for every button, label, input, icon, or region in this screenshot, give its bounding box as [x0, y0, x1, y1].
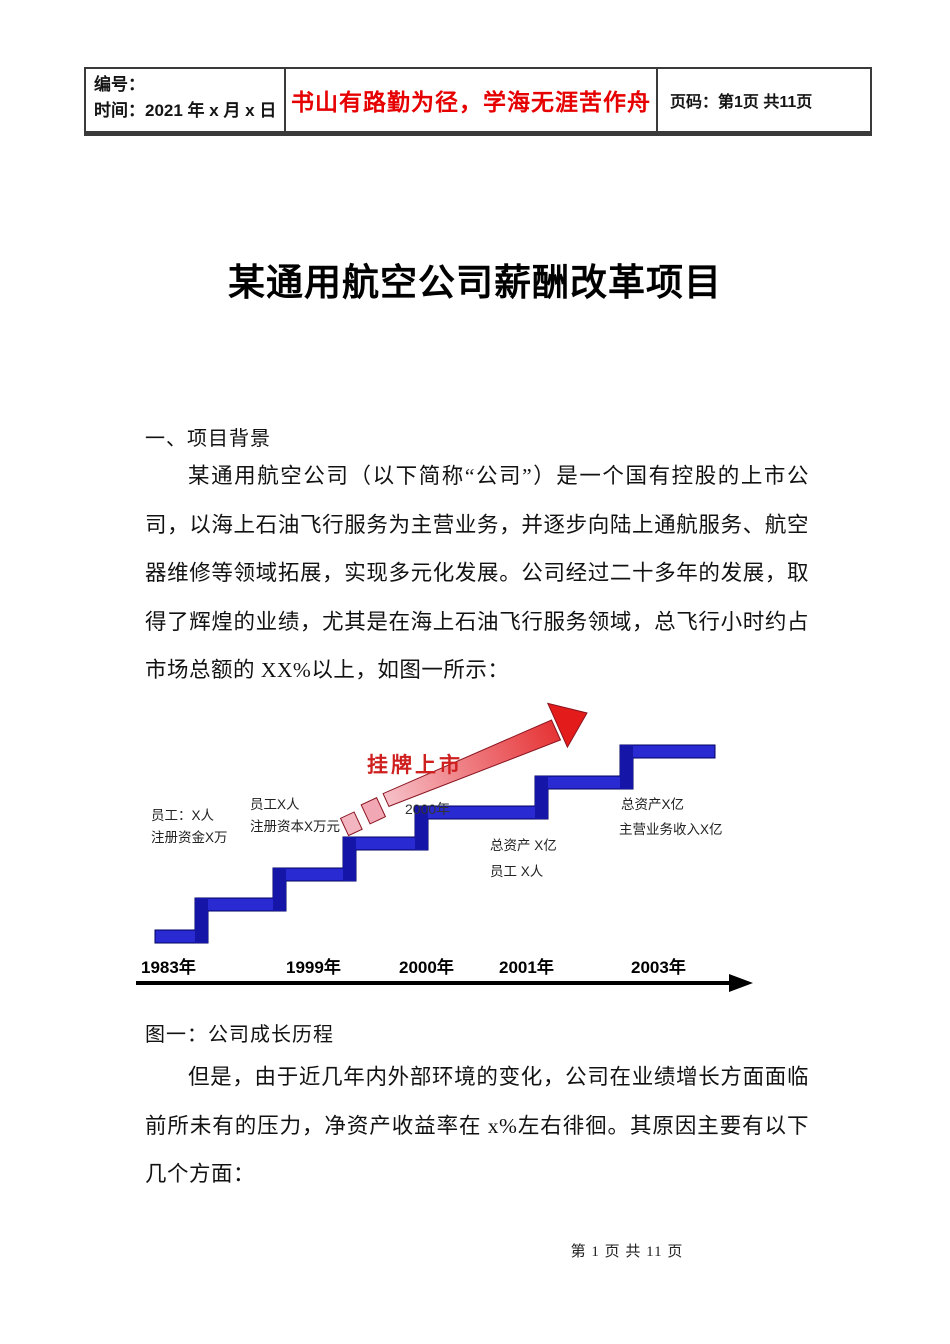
page-title: 某通用航空公司薪酬改革项目 — [228, 263, 722, 304]
paragraph-2: 但是，由于近几年内外部环境的变化，公司在业绩增长方面面临前所未有的压力，净资产收… — [145, 1065, 809, 1186]
svg-text:主营业务收入X亿: 主营业务收入X亿 — [619, 822, 723, 837]
growth-chart-svg: 挂牌上市 2000年 员工：X人 注册资金X万 员工X人 注册资本X万元 总资产… — [136, 702, 753, 992]
doc-number-label: 编号： — [94, 75, 145, 94]
milestone-label-2001: 总资产 X亿 员工 X人 — [490, 838, 557, 879]
growth-figure: 挂牌上市 2000年 员工：X人 注册资金X万 员工X人 注册资本X万元 总资产… — [133, 700, 753, 1002]
svg-text:2001年: 2001年 — [499, 957, 554, 977]
header-table: 编号： 时间：2021 年 x 月 x 日 书山有路勤为径，学海无涯苦作舟 页码… — [84, 67, 872, 136]
svg-text:1999年: 1999年 — [286, 957, 341, 977]
arrow-dash-piece-1 — [339, 811, 363, 837]
timeline-axis — [136, 974, 753, 992]
svg-text:注册资金X万: 注册资金X万 — [151, 830, 228, 845]
milestone-label-1999: 员工X人 注册资本X万元 — [250, 797, 340, 834]
svg-text:2003年: 2003年 — [631, 957, 686, 977]
header-page-cell: 页码：第1页 共11页 — [656, 69, 868, 131]
svg-text:2000年: 2000年 — [399, 957, 454, 977]
header-slogan: 书山有路勤为径，学海无涯苦作舟 — [291, 89, 651, 115]
paragraph-1: 某通用航空公司（以下简称“公司”）是一个国有控股的上市公司，以海上石油飞行服务为… — [145, 464, 809, 682]
svg-text:1983年: 1983年 — [141, 957, 196, 977]
timeline-arrowhead — [729, 974, 753, 992]
arrow-year-label: 2000年 — [405, 801, 450, 817]
arrow-shaft — [382, 719, 562, 808]
arrow-head — [546, 702, 588, 749]
figure-caption: 图一：公司成长历程 — [145, 1024, 334, 1046]
milestone-label-2003: 总资产X亿 主营业务收入X亿 — [619, 797, 723, 837]
svg-text:员工X人: 员工X人 — [250, 797, 300, 812]
header-slogan-cell: 书山有路勤为径，学海无涯苦作舟 — [284, 69, 656, 131]
arrow-dash-piece-2 — [360, 796, 387, 825]
doc-time-label: 时间：2021 年 x 月 x 日 — [94, 101, 277, 120]
timeline-year-labels: 1983年 1999年 2000年 2001年 2003年 — [141, 957, 686, 977]
staircase-risers — [195, 745, 633, 943]
section-heading: 一、项目背景 — [145, 428, 271, 450]
footer-page-number: 第 1 页 共 11 页 — [570, 1244, 684, 1260]
svg-text:注册资本X万元: 注册资本X万元 — [250, 819, 340, 834]
header-page-info: 页码：第1页 共11页 — [670, 94, 813, 111]
svg-text:员工 X人: 员工 X人 — [490, 864, 544, 879]
milestone-label-1983: 员工：X人 注册资金X万 — [151, 808, 228, 845]
header-meta-cell: 编号： 时间：2021 年 x 月 x 日 — [86, 69, 284, 131]
svg-text:员工：X人: 员工：X人 — [151, 808, 215, 823]
arrow-label: 挂牌上市 — [367, 753, 463, 777]
svg-text:总资产 X亿: 总资产 X亿 — [490, 838, 557, 853]
listing-arrow — [339, 702, 588, 837]
svg-text:总资产X亿: 总资产X亿 — [621, 797, 684, 812]
